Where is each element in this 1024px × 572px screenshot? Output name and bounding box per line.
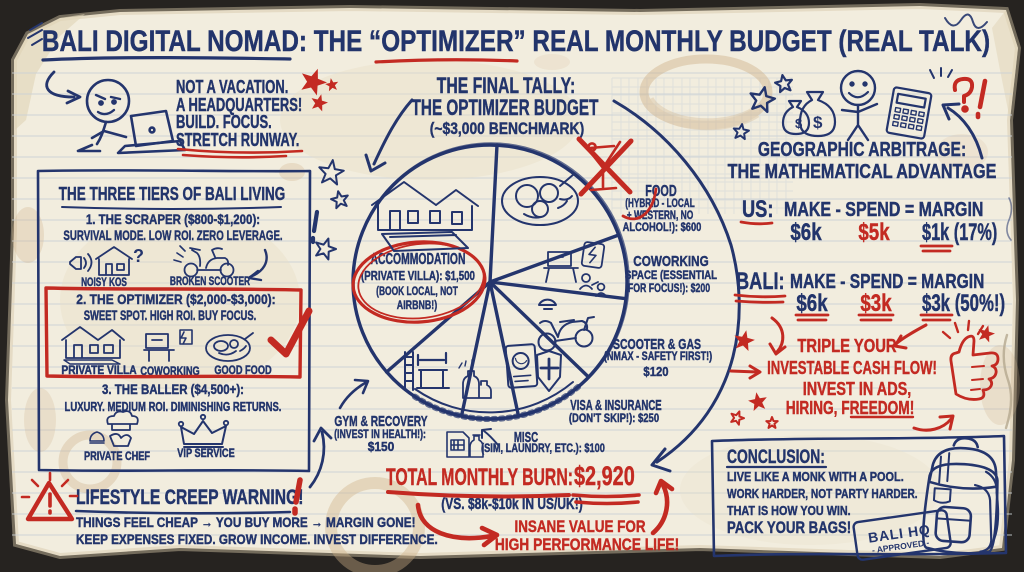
svg-text:?: ? [133, 246, 144, 266]
svg-text:$: $ [795, 116, 803, 131]
svg-text:$: $ [813, 113, 823, 132]
